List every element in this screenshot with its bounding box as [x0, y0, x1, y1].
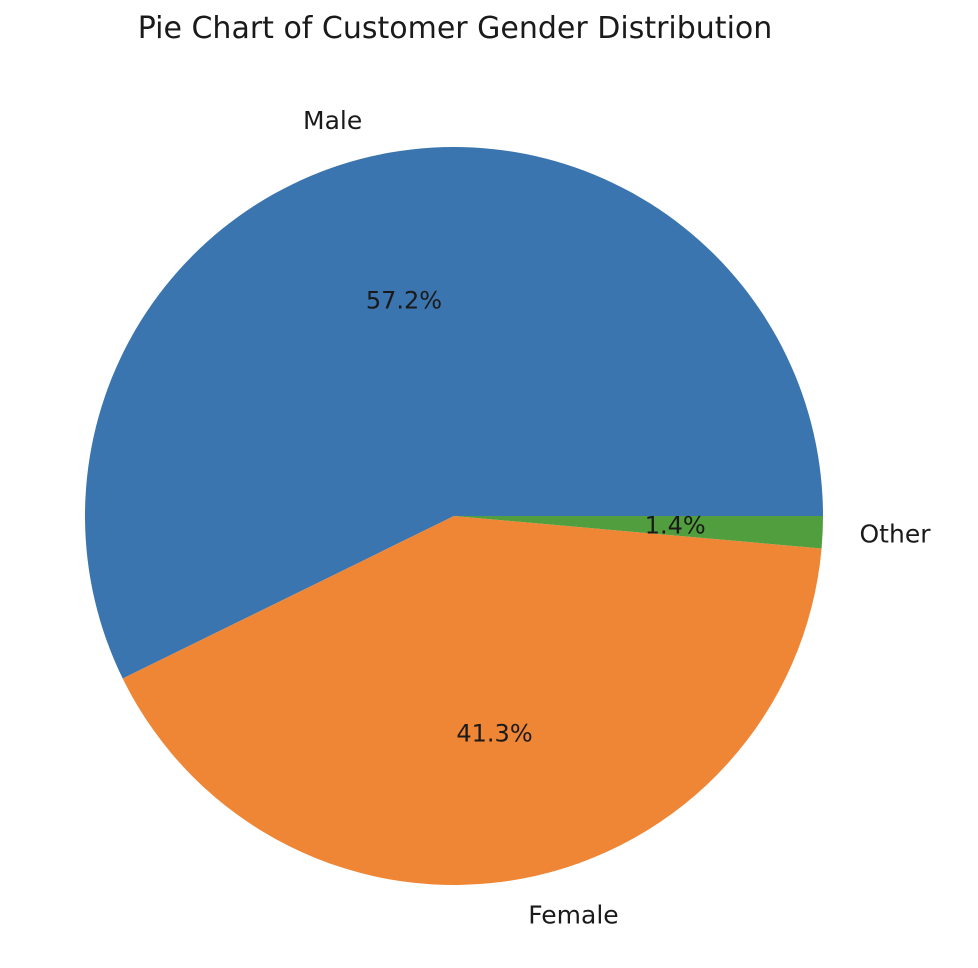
pie-slices — [84, 147, 823, 886]
slice-percent-male: 57.2% — [366, 286, 442, 314]
slice-label-female: Female — [528, 901, 618, 930]
chart-title: Pie Chart of Customer Gender Distributio… — [138, 11, 773, 46]
slice-percent-female: 41.3% — [456, 720, 532, 748]
slice-label-other: Other — [860, 519, 932, 548]
pie-slice-male — [84, 147, 823, 679]
pie-labels: Male 57.2% Female 41.3% Other 1.4% — [303, 106, 931, 929]
pie-slice-other — [454, 516, 823, 549]
slice-percent-other: 1.4% — [645, 512, 706, 540]
pie-slice-female — [122, 516, 822, 886]
slice-label-male: Male — [303, 106, 362, 135]
